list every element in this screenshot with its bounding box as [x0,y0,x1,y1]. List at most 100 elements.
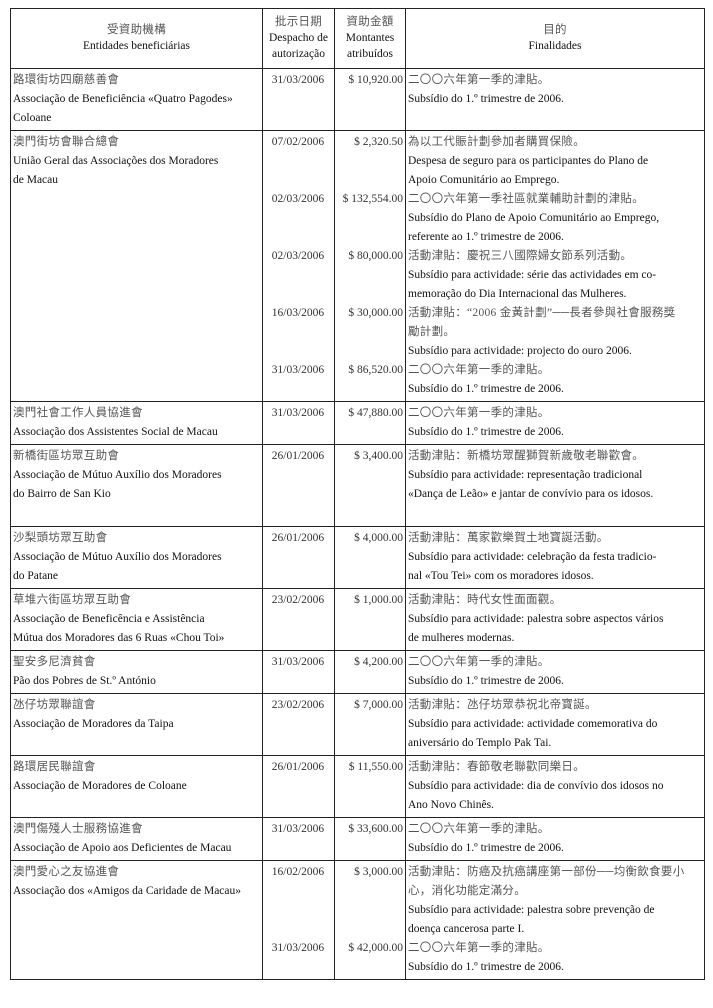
entity-name-pt: Pão dos Pobres de St.º António [13,675,156,687]
header-amount-pt-2: atribuídos [347,48,393,60]
purpose-entry: 二〇〇六年第一季的津貼。 Subsídio do 1.º trimestre de… [408,71,701,109]
entity-cell: 澳門愛心之友協進會 Associação dos «Amigos da Carid… [10,860,263,980]
authorization-date: 23/02/2006 [271,699,325,711]
purpose-zh: 活動津貼：慶祝三八國際婦女節系列活動。 [408,250,633,262]
entity-name-pt: Associação de Mútuo Auxílio dos Moradore… [13,469,222,481]
amount: $ 11,550.00 [348,761,403,773]
purpose-zh: 活動津貼：時代女性面面觀。 [408,594,562,606]
purpose-pt: Subsídio do 1.º trimestre de 2006. [408,426,564,438]
entity-name-zh: 氹仔坊眾聯誼會 [13,699,96,711]
entity-name-pt: de Macau [13,174,59,186]
amount-cell: $ 1,000.00 [334,588,406,651]
authorization-date: 31/03/2006 [271,407,325,419]
purpose-pt: Subsídio para actividade: celebração da … [408,551,657,563]
entity-name-pt: Associação dos «Amigos da Caridade de Ma… [13,885,242,897]
entity-name-pt: Coloane [13,112,52,124]
date-cell: 16/02/2006 31/03/2006 [262,860,335,980]
amount: $ 132,554.00 [342,193,403,205]
amount: $ 47,880.00 [348,407,403,419]
amount-cell: $ 10,920.00 [334,68,406,131]
purpose-zh: 二〇〇六年第一季的津貼。 [408,407,550,419]
purpose-cell: 活動津貼：新橋坊眾醒獅賀新歲敬老聯歡會。 Subsídio para activi… [405,444,705,527]
entity-name-pt: Associação de Moradores da Taipa [13,718,174,730]
entity-cell: 沙梨頭坊眾互助會 Associação de Mútuo Auxílio dos … [10,526,263,589]
purpose-pt: Subsídio para actividade: dia de convívi… [408,780,664,792]
authorization-date: 23/02/2006 [271,594,325,606]
amount: $ 7,000.00 [354,699,403,711]
entity-cell: 新橋街區坊眾互助會 Associação de Mútuo Auxílio dos… [10,444,263,527]
entity-name-zh: 澳門傷殘人士服務協進會 [13,823,143,835]
entity-name-pt: Associação de Beneficência e Assistência [13,613,205,625]
purpose-cell: 二〇〇六年第一季的津貼。 Subsídio do 1.º trimestre de… [405,68,705,131]
purpose-pt: Subsídio para actividade: série das acti… [408,269,657,281]
amount-cell: $ 3,400.00 [334,444,406,527]
purpose-entry: 活動津貼：防癌及抗癌講座第一部份──均衡飲食要小 心，消化功能定滿分。 Subsíd… [408,863,701,939]
entity-name-pt: Associação de Mútuo Auxílio dos Moradore… [13,551,222,563]
purpose-zh: 活動津貼：萬家歡樂賀土地寶誕活動。 [408,532,609,544]
amount-cell: $ 2,320.50 $ 132,554.00 $ 80,000.00 $ 30,00… [334,130,406,402]
table-body: 路環街坊四廟慈善會 Associação de Beneficiência «Qu… [10,68,705,980]
date-cell: 23/02/2006 [262,588,335,651]
entity-name-pt: União Geral das Associações dos Moradore… [13,155,219,167]
purpose-pt: Subsídio do 1.º trimestre de 2006. [408,383,564,395]
purpose-entry: 二〇〇六年第一季的津貼。 Subsídio do 1.º trimestre de… [408,361,701,399]
purpose-zh: 為以工代賑計劃參加者購買保險。 [408,136,585,148]
authorization-date: 16/03/2006 [271,307,325,319]
purpose-zh: 二〇〇六年第一季的津貼。 [408,656,550,668]
purpose-zh: 活動津貼：新橋坊眾醒獅賀新歲敬老聯歡會。 [408,450,644,462]
table-row: 澳門傷殘人士服務協進會 Associação de Apoio aos Defic… [10,817,705,861]
entity-name-zh: 澳門愛心之友協進會 [13,866,120,878]
date-cell: 31/03/2006 [262,401,335,445]
purpose-zh: 二〇〇六年第一季的津貼。 [408,823,550,835]
table-row: 澳門愛心之友協進會 Associação dos «Amigos da Carid… [10,860,705,980]
header-amount-zh: 資助金額 [346,16,394,28]
purpose-cell: 活動津貼：防癌及抗癌講座第一部份──均衡飲食要小 心，消化功能定滿分。 Subsíd… [405,860,705,980]
date-cell: 31/03/2006 [262,650,335,694]
purpose-cell: 活動津貼：春節敬老聯歡同樂日。 Subsídio para actividade:… [405,755,705,818]
amount: $ 1,000.00 [354,594,403,606]
purpose-pt: nal «Tou Tei» com os moradores idosos. [408,570,594,582]
purpose-entry: 二〇〇六年第一季的津貼。 Subsídio do 1.º trimestre de… [408,939,701,977]
entity-name-zh: 新橋街區坊眾互助會 [13,450,120,462]
header-date-pt-1: Despacho de [268,32,329,44]
header-entity-zh: 受資助機構 [107,24,166,36]
entity-name-zh: 路環居民聯誼會 [13,761,96,773]
authorization-date: 26/01/2006 [271,761,325,773]
purpose-entry: 二〇〇六年第一季的津貼。 Subsídio do 1.º trimestre de… [408,404,701,442]
amount-cell: $ 4,000.00 [334,526,406,589]
authorization-date: 31/03/2006 [271,942,325,954]
date-cell: 31/03/2006 [262,68,335,131]
purpose-pt: Subsídio do Plano de Apoio Comunitário a… [408,212,660,224]
table-row: 氹仔坊眾聯誼會 Associação de Moradores da Taipa 2… [10,693,705,756]
purpose-pt: Subsídio do 1.º trimestre de 2006. [408,961,564,973]
purpose-pt: aniversário do Templo Pak Tai. [408,737,552,749]
amount-cell: $ 33,600.00 [334,817,406,861]
authorization-date: 02/03/2006 [271,193,325,205]
purpose-zh: 活動津貼：“2006 金黃計劃”──長者參與社會服務獎 [408,307,676,319]
amount: $ 80,000.00 [348,250,403,262]
date-cell: 23/02/2006 [262,693,335,756]
purpose-entry: 活動津貼：萬家歡樂賀土地寶誕活動。 Subsídio para actividad… [408,529,701,586]
amount: $ 33,600.00 [348,823,403,835]
entity-name-pt: Associação de Beneficiência «Quatro Pago… [13,93,233,105]
entity-name-pt: Associação de Moradores de Coloane [13,780,187,792]
amount: $ 3,400.00 [354,450,403,462]
purpose-pt: doença cancerosa parte I. [408,923,525,935]
purpose-cell: 二〇〇六年第一季的津貼。 Subsídio do 1.º trimestre de… [405,401,705,445]
entity-name-zh: 澳門街坊會聯合總會 [13,136,120,148]
purpose-entry: 二〇〇六年第一季社區就業輔助計劃的津貼。 Subsídio do Plano de… [408,190,701,247]
amount: $ 4,200.00 [354,656,403,668]
entity-name-zh: 聖安多尼濟貧會 [13,656,96,668]
amount-cell: $ 7,000.00 [334,693,406,756]
purpose-cell: 活動津貼：時代女性面面觀。 Subsídio para actividade: p… [405,588,705,651]
purpose-zh: 活動津貼：氹仔坊眾恭祝北帝寶誕。 [408,699,597,711]
purpose-pt: «Dança de Leão» e jantar de convívio par… [408,488,654,500]
entity-cell: 路環街坊四廟慈善會 Associação de Beneficiência «Qu… [10,68,263,131]
table-row: 澳門街坊會聯合總會 União Geral das Associações dos… [10,130,705,402]
purpose-pt: de mulheres modernas. [408,632,515,644]
header-purpose: 目的 Finalidades [405,8,705,69]
purpose-entry: 二〇〇六年第一季的津貼。 Subsídio do 1.º trimestre de… [408,820,701,858]
table-row: 草堆六街區坊眾互助會 Associação de Beneficência e A… [10,588,705,651]
subsidy-table: 受資助機構 Entidades beneficiárias 批示日期 Despa… [10,8,705,980]
entity-cell: 澳門社會工作人員協進會 Associação dos Assistentes So… [10,401,263,445]
